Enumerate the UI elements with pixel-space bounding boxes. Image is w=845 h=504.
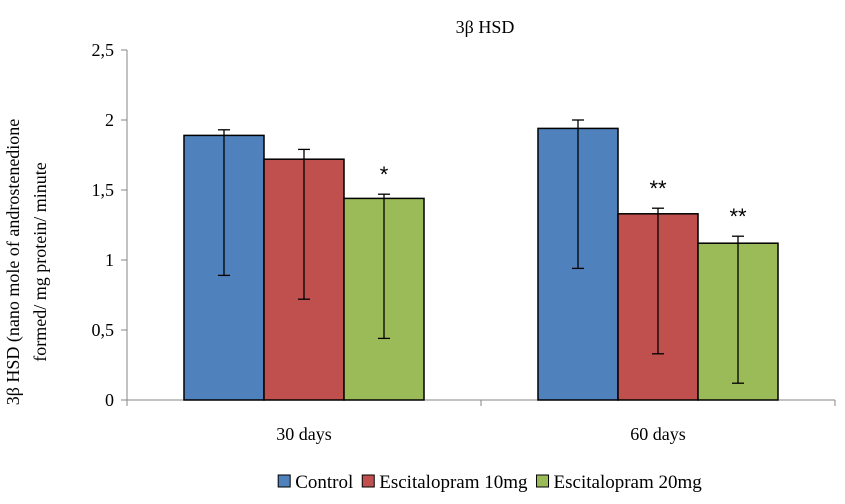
y-tick-label: 0 xyxy=(105,390,114,410)
significance-marker: ** xyxy=(729,204,747,229)
legend-item: Control xyxy=(277,472,353,493)
legend-item: Escitalopram 10mg xyxy=(361,472,528,493)
significance-marker: * xyxy=(380,162,389,187)
bars-group xyxy=(183,127,779,401)
x-tick-label: 30 days xyxy=(276,424,332,444)
legend-label: Escitalopram 10mg xyxy=(379,472,528,493)
y-axis-label-line-2: formed/ mg protein/ minute xyxy=(30,162,50,361)
significance-annotations: ***** xyxy=(380,162,747,229)
x-tick-label: 60 days xyxy=(630,424,686,444)
error-bars-group xyxy=(217,119,745,384)
legend-label: Control xyxy=(295,472,353,493)
legend: Control Escitalopram 10mg Escitalopram 20m… xyxy=(277,472,703,493)
y-tick-label: 0,5 xyxy=(92,320,115,340)
y-tick-label: 1,5 xyxy=(92,180,115,200)
legend-item: Escitalopram 20mg xyxy=(536,472,703,493)
significance-marker: ** xyxy=(649,176,667,201)
y-tick-label: 2,5 xyxy=(92,40,115,60)
chart-title: 3β HSD xyxy=(456,17,515,37)
legend-swatch xyxy=(277,474,291,488)
legend-swatch xyxy=(536,474,550,488)
legend-label: Escitalopram 20mg xyxy=(554,472,703,493)
y-axis: 0 0,5 1 1,5 2 2,5 xyxy=(92,40,128,410)
y-tick-label: 1 xyxy=(105,250,114,270)
legend-swatch xyxy=(361,474,375,488)
y-tick-label: 2 xyxy=(105,110,114,130)
y-axis-label-line-1: 3β HSD (nano mole of androstenedione xyxy=(3,119,24,406)
x-axis: 30 days 60 days xyxy=(126,399,836,444)
